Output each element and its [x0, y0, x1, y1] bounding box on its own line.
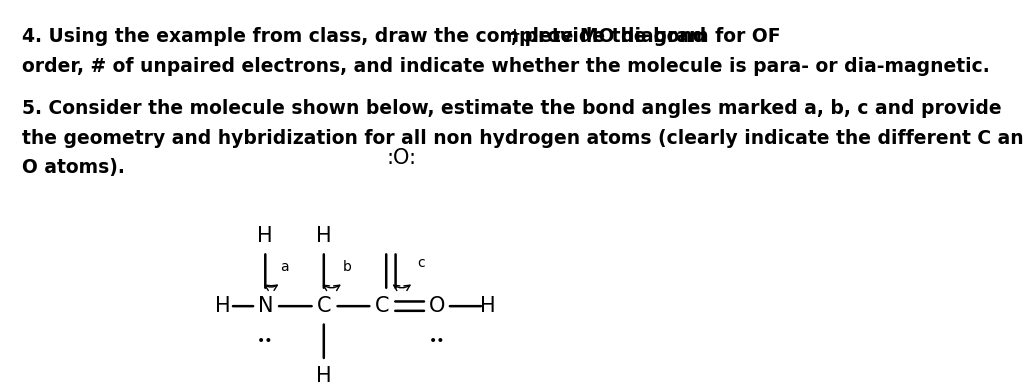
- Text: C: C: [375, 296, 389, 316]
- Text: 5. Consider the molecule shown below, estimate the bond angles marked a, b, c an: 5. Consider the molecule shown below, es…: [22, 99, 1001, 119]
- Text: ••: ••: [429, 334, 445, 348]
- Text: :O:: :O:: [387, 148, 417, 168]
- Text: H: H: [316, 226, 332, 246]
- Text: 4. Using the example from class, draw the complete MO diagram for OF: 4. Using the example from class, draw th…: [22, 27, 780, 46]
- Text: N: N: [258, 296, 273, 316]
- Text: C: C: [316, 296, 331, 316]
- Text: b: b: [343, 260, 351, 274]
- Text: a: a: [281, 260, 289, 274]
- Text: H: H: [257, 226, 273, 246]
- Text: order, # of unpaired electrons, and indicate whether the molecule is para- or di: order, # of unpaired electrons, and indi…: [22, 57, 989, 76]
- Text: H: H: [316, 366, 332, 386]
- Text: c: c: [418, 256, 425, 270]
- Text: +: +: [509, 27, 520, 41]
- Text: O: O: [429, 296, 445, 316]
- Text: , provide the bond: , provide the bond: [511, 27, 707, 46]
- Text: ••: ••: [257, 334, 273, 348]
- Text: H: H: [480, 296, 496, 316]
- Text: H: H: [215, 296, 230, 316]
- Text: the geometry and hybridization for all non hydrogen atoms (clearly indicate the : the geometry and hybridization for all n…: [22, 129, 1024, 148]
- Text: O atoms).: O atoms).: [22, 158, 125, 177]
